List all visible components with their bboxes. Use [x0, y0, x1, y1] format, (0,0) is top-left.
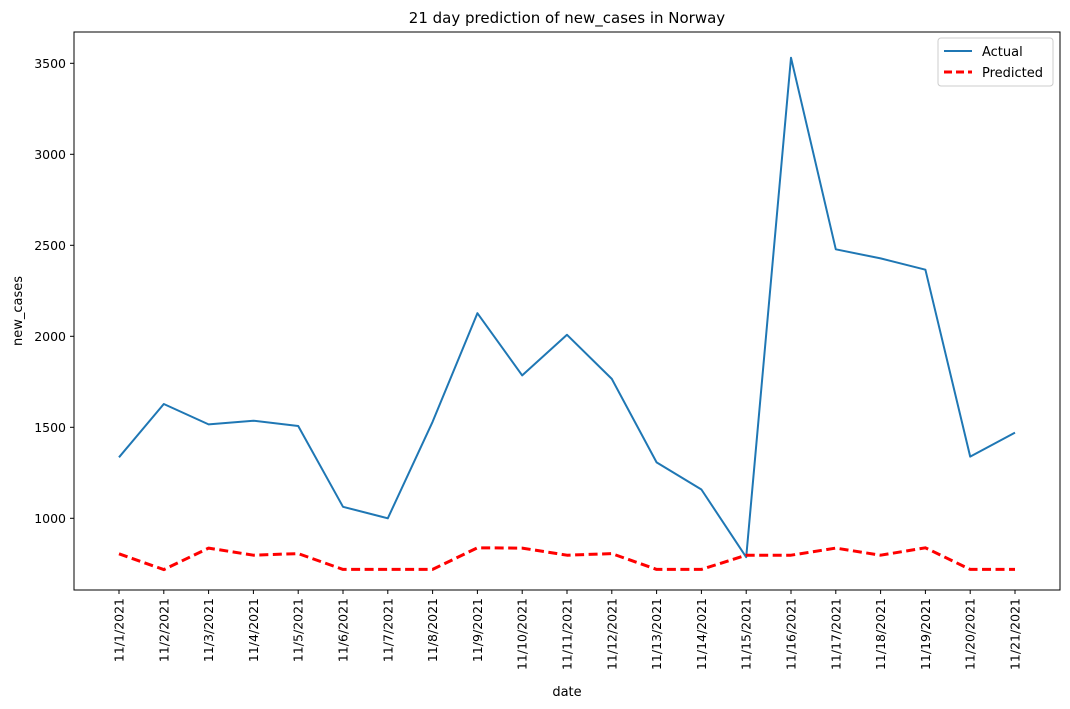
x-axis-label: date [552, 685, 581, 700]
x-tick-label: 11/18/2021 [873, 598, 888, 670]
x-tick-label: 11/14/2021 [694, 598, 709, 670]
x-tick-label: 11/3/2021 [201, 598, 216, 662]
y-tick-label: 3000 [34, 147, 66, 162]
y-tick-label: 3500 [34, 56, 66, 71]
series-line-predicted [118, 546, 1015, 572]
x-tick-label: 11/19/2021 [918, 598, 933, 670]
x-tick-label: 11/21/2021 [1008, 598, 1023, 670]
y-tick-label: 1500 [34, 420, 66, 435]
x-tick-label: 11/9/2021 [470, 598, 485, 662]
x-tick-label: 11/7/2021 [380, 598, 395, 662]
x-tick-label: 11/1/2021 [112, 598, 127, 662]
x-tick-label: 11/20/2021 [963, 598, 978, 670]
x-tick-label: 11/2/2021 [156, 598, 171, 662]
plot-frame [73, 31, 1061, 591]
legend: Actual Predicted [937, 37, 1054, 87]
x-tick-label: 11/15/2021 [739, 598, 754, 670]
x-tick-label: 11/8/2021 [425, 598, 440, 662]
y-tick-label: 2000 [34, 329, 66, 344]
x-tick-label: 11/10/2021 [515, 598, 530, 670]
y-axis-label: new_cases [11, 276, 26, 346]
x-axis: 11/1/2021 11/2/2021 11/3/2021 11/4/2021 11/5… [112, 590, 1023, 670]
x-tick-label: 11/6/2021 [336, 598, 351, 662]
x-tick-label: 11/16/2021 [784, 598, 799, 670]
x-tick-label: 11/13/2021 [649, 598, 664, 670]
legend-label-predicted: Predicted [982, 66, 1043, 81]
chart-title: 21 day prediction of new_cases in Norway [409, 9, 726, 28]
y-tick-label: 2500 [34, 238, 66, 253]
x-tick-label: 11/12/2021 [604, 598, 619, 670]
y-tick-label: 1000 [34, 511, 66, 526]
x-tick-label: 11/4/2021 [246, 598, 261, 662]
x-tick-label: 11/11/2021 [560, 598, 575, 670]
series-line-actual [118, 56, 1016, 559]
x-tick-label: 11/5/2021 [291, 598, 306, 662]
plot-area [74, 32, 1060, 590]
series-layer [118, 56, 1016, 572]
legend-label-actual: Actual [982, 45, 1023, 60]
x-tick-label: 11/17/2021 [828, 598, 843, 670]
y-axis: 1000 1500 2000 2500 3000 3500 [34, 56, 74, 526]
